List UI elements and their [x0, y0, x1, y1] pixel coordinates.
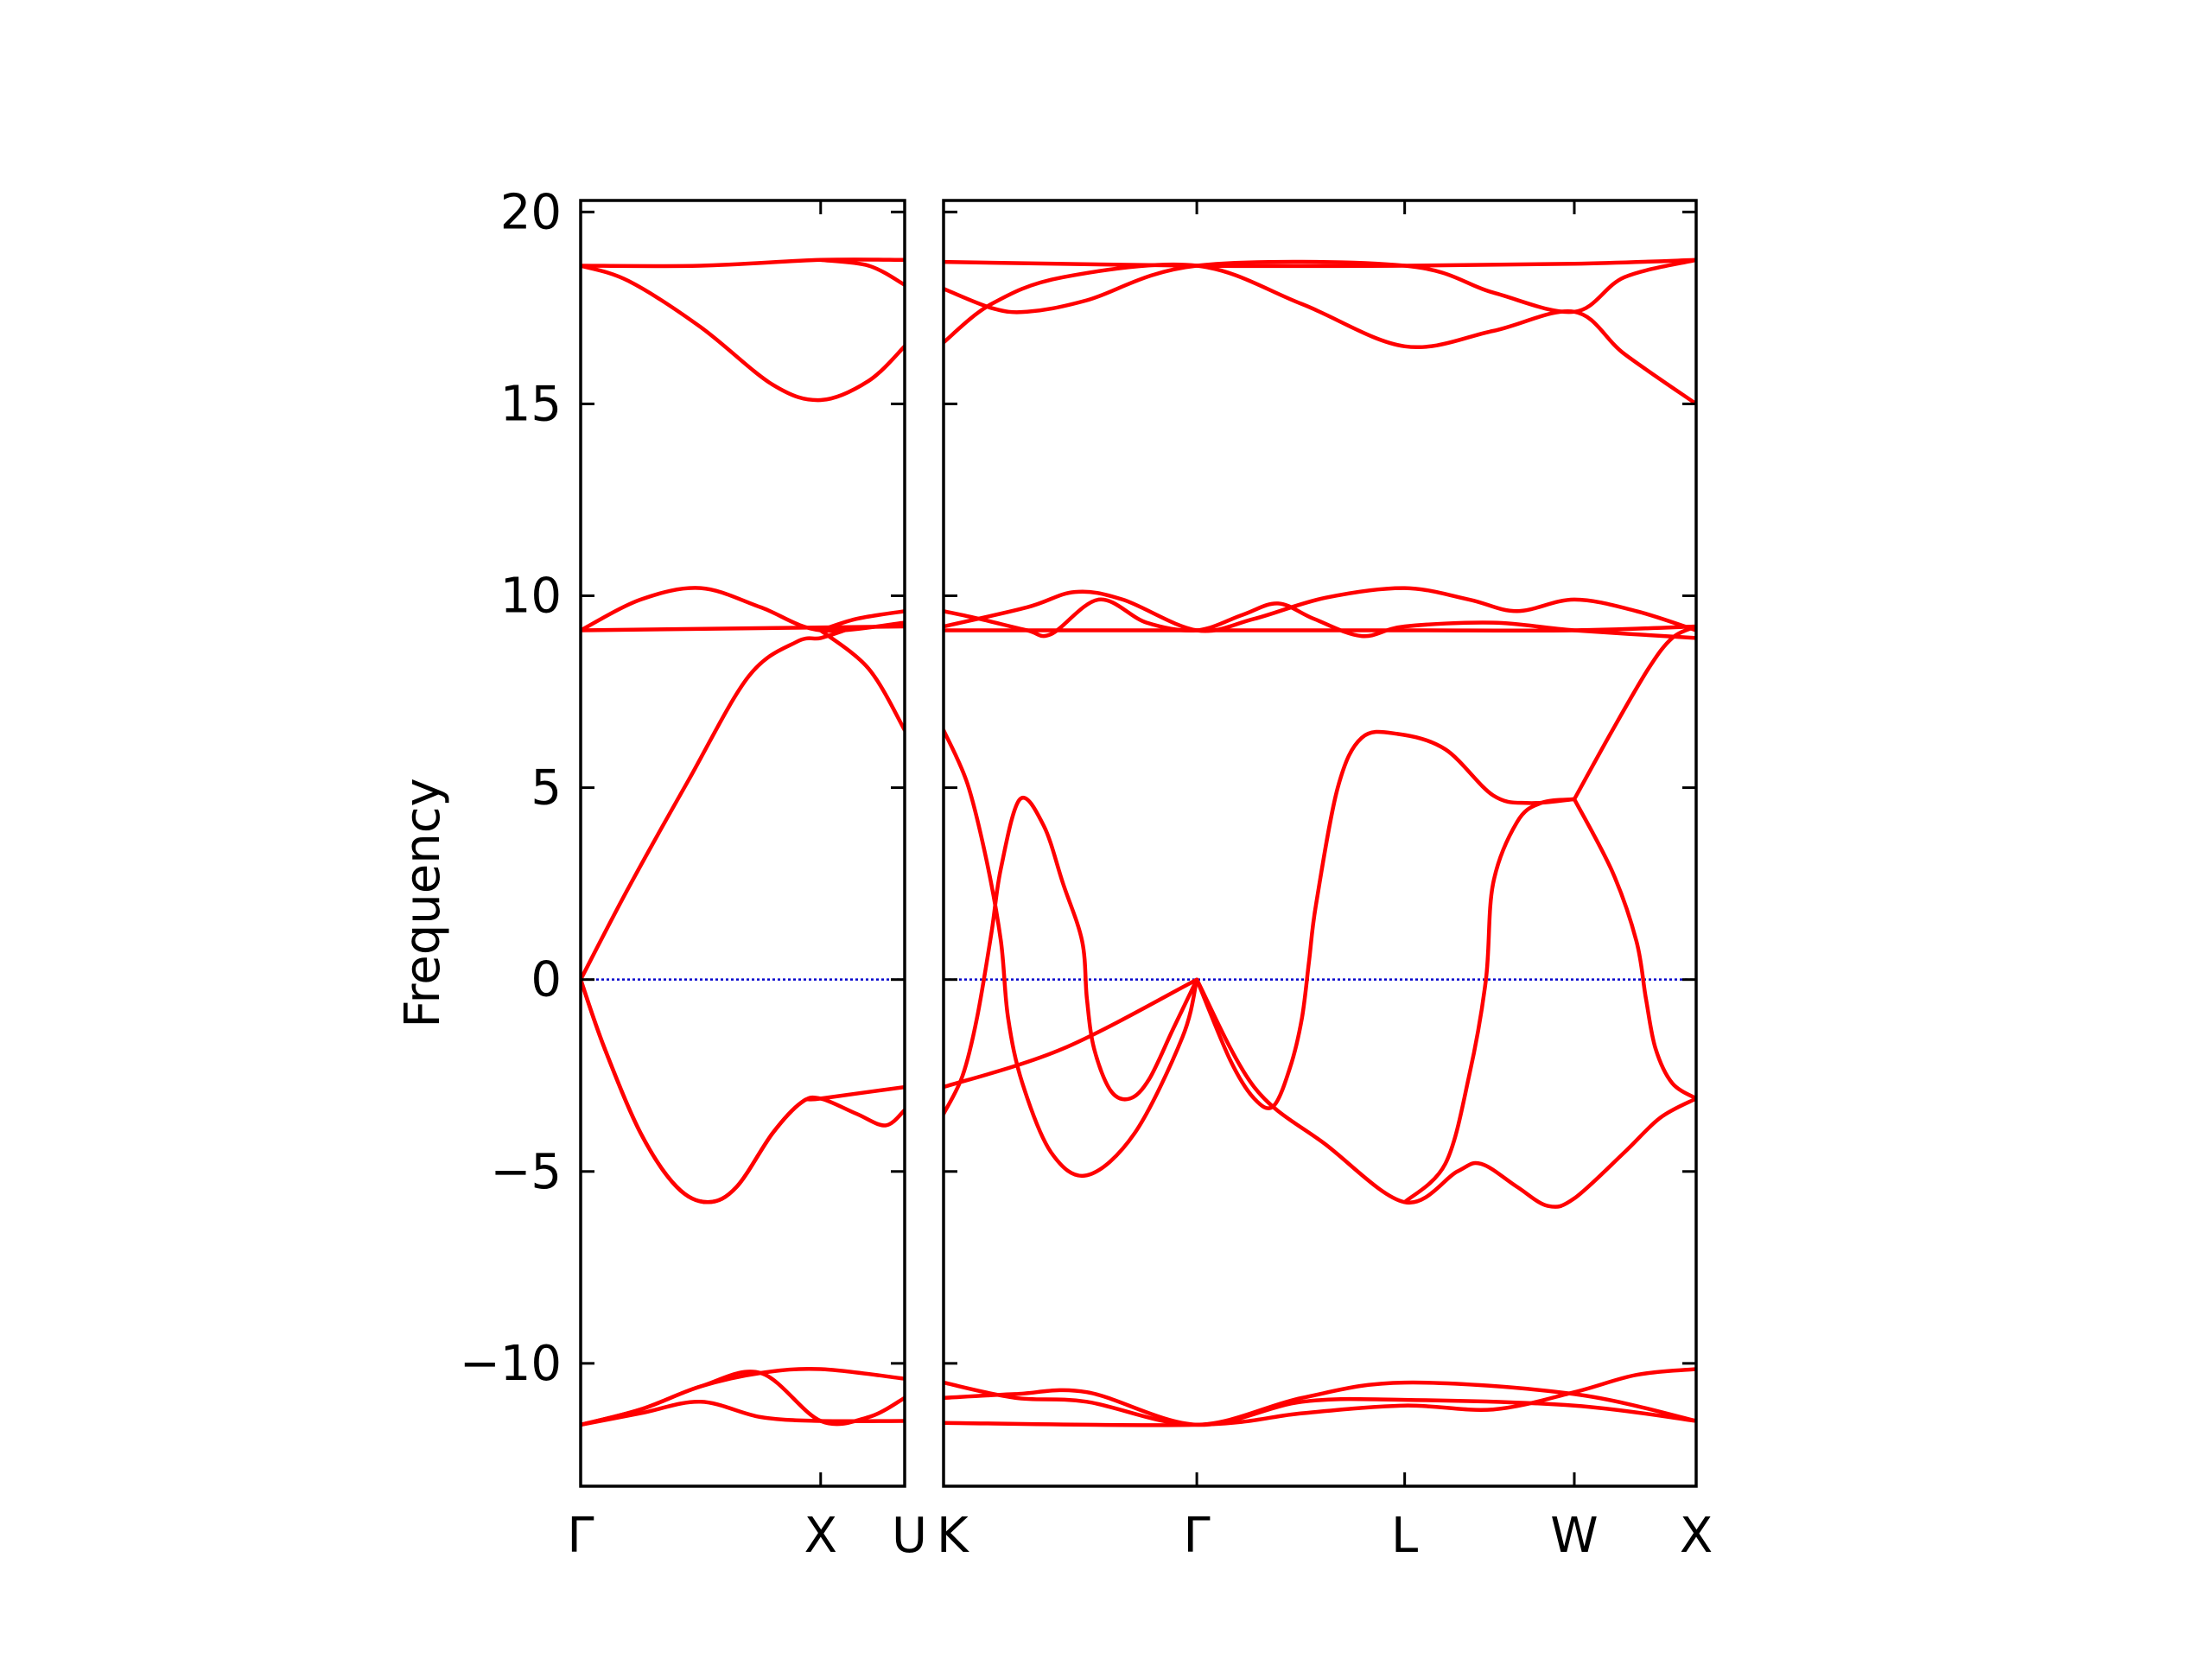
x-tick-label: X	[804, 1508, 837, 1564]
band-line-8	[1402, 797, 1577, 1205]
y-tick-label: 20	[500, 184, 562, 240]
band-line-2	[581, 1370, 905, 1427]
band-line-6	[581, 624, 905, 632]
x-tick-label: K	[937, 1508, 969, 1564]
band-line-14	[944, 257, 1696, 269]
panel-gamma-x-u: −10 −5 0 5 10 15 20 Γ X U	[460, 184, 927, 1564]
band-line-9	[1572, 797, 1696, 1101]
y-axis-label: Frequency	[395, 778, 451, 1027]
y-tick-label: 0	[531, 952, 562, 1008]
y-tick-label: 5	[531, 760, 562, 817]
band-line-7	[581, 586, 905, 633]
band-line-12	[818, 257, 905, 287]
band-line-1	[944, 1380, 1696, 1427]
axes-frame	[942, 199, 1698, 1488]
band-line-5	[944, 728, 1199, 1179]
band-line-13	[944, 586, 1696, 633]
x-tick-label: L	[1391, 1508, 1418, 1564]
band-group	[581, 257, 905, 1427]
band-line-5	[581, 628, 847, 982]
band-line-11	[581, 264, 905, 403]
x-tick-label: U	[892, 1508, 927, 1564]
y-tick-label: 10	[500, 569, 562, 625]
band-line-0	[944, 1367, 1696, 1427]
y-tick-label: 15	[500, 376, 562, 432]
band-line-2	[944, 1388, 1696, 1427]
x-tick-label: Γ	[567, 1508, 594, 1564]
band-line-15	[944, 262, 1696, 406]
band-line-9	[818, 628, 905, 733]
band-line-16	[944, 257, 1696, 315]
axes-frame	[579, 199, 906, 1488]
band-line-10	[581, 257, 905, 269]
y-tick-label: −10	[460, 1336, 562, 1392]
band-line-0	[581, 1400, 905, 1427]
band-line-10	[1572, 624, 1696, 802]
band-line-7	[1194, 977, 1696, 1209]
x-tick-label: W	[1550, 1508, 1598, 1564]
band-line-6	[1194, 729, 1577, 1110]
band-line-8	[818, 609, 905, 632]
band-line-3	[944, 977, 1199, 1090]
band-group	[944, 257, 1696, 1427]
band-line-12	[944, 597, 1696, 640]
x-tick-label: X	[1680, 1508, 1713, 1564]
band-line-4	[581, 977, 905, 1205]
y-tick-label: −5	[490, 1144, 562, 1200]
band-line-4	[944, 795, 1199, 1116]
x-tick-label: Γ	[1183, 1508, 1210, 1564]
band-line-3	[581, 977, 905, 1205]
